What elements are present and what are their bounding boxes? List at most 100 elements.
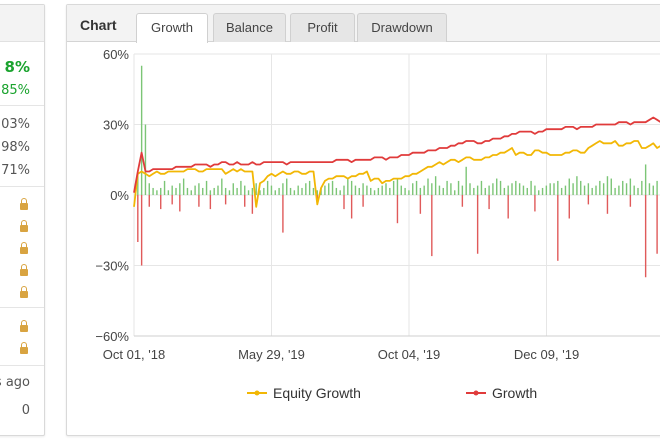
withdrawal-bar bbox=[629, 195, 632, 207]
deposit-bar bbox=[450, 183, 452, 195]
withdrawal-bar bbox=[656, 195, 658, 254]
deposit-bar bbox=[312, 187, 315, 195]
withdrawal-bar bbox=[568, 195, 570, 219]
withdrawal-bar bbox=[282, 195, 284, 233]
deposit-bar bbox=[545, 185, 548, 195]
deposit-bar bbox=[499, 180, 502, 195]
deposit-bar bbox=[461, 185, 464, 195]
deposit-bar bbox=[454, 190, 456, 195]
withdrawal-bar bbox=[244, 195, 246, 207]
lock-icon[interactable] bbox=[20, 320, 28, 332]
deposit-bar bbox=[202, 187, 204, 195]
chart-panel: Chart Growth Balance Profit Drawdown bbox=[66, 4, 660, 436]
deposit-bar bbox=[140, 65, 143, 195]
withdrawal-bar bbox=[343, 195, 345, 210]
gain-value: 8% bbox=[4, 58, 30, 76]
deposit-bar bbox=[316, 190, 318, 195]
count-value: 0 bbox=[21, 403, 30, 418]
deposit-bar bbox=[194, 185, 196, 195]
deposit-bar bbox=[247, 190, 250, 195]
tab-growth[interactable]: Growth bbox=[136, 13, 208, 43]
divider bbox=[0, 186, 44, 187]
tab-balance[interactable]: Balance bbox=[213, 13, 286, 42]
deposit-bar bbox=[148, 183, 150, 195]
deposit-bar bbox=[560, 187, 563, 195]
withdrawal-bar bbox=[171, 195, 173, 205]
tab-drawdown[interactable]: Drawdown bbox=[357, 13, 447, 42]
deposit-bar bbox=[518, 183, 521, 195]
deposit-bar bbox=[305, 183, 307, 195]
divider bbox=[0, 105, 44, 106]
lock-icon[interactable] bbox=[20, 220, 28, 232]
deposit-bar bbox=[553, 183, 555, 195]
equity-growth-line bbox=[133, 140, 660, 208]
withdrawal-bar bbox=[224, 195, 227, 205]
deposit-bar bbox=[255, 183, 257, 195]
y-tick-label: 0% bbox=[110, 188, 129, 203]
growth-chart: 60% 30% 0% −30% −60% Oct 01, '18 May 29, '19 Oc… bbox=[95, 47, 660, 401]
withdrawal-bar bbox=[362, 195, 364, 207]
lock-icon[interactable] bbox=[20, 242, 28, 254]
deposit-bar bbox=[583, 185, 586, 195]
deposit-bar bbox=[190, 190, 192, 195]
deposit-bar bbox=[507, 185, 509, 195]
deposit-bar bbox=[434, 176, 437, 195]
deposit-bar bbox=[492, 183, 494, 195]
legend-marker bbox=[254, 390, 260, 396]
deposit-bar bbox=[427, 178, 429, 195]
lock-icon[interactable] bbox=[20, 286, 28, 298]
withdrawal-bar bbox=[606, 195, 609, 214]
deposit-bar bbox=[614, 187, 616, 195]
withdrawal-bar bbox=[251, 195, 254, 214]
deposit-bar bbox=[503, 187, 506, 195]
stat-row-2: 98% bbox=[1, 140, 30, 155]
deposit-bar bbox=[278, 187, 280, 195]
chart-panel-title: Chart bbox=[80, 17, 117, 33]
deposit-bar bbox=[274, 190, 276, 195]
deposit-bar bbox=[515, 180, 517, 195]
deposit-bar bbox=[266, 180, 269, 195]
deposit-bar bbox=[358, 187, 360, 195]
deposit-bar bbox=[209, 190, 212, 195]
deposit-bar bbox=[431, 183, 433, 195]
deposit-bar bbox=[160, 187, 162, 195]
deposit-bar bbox=[526, 187, 528, 195]
withdrawal-bar bbox=[431, 195, 433, 257]
deposit-bar bbox=[213, 187, 215, 195]
withdrawal-bar bbox=[587, 195, 590, 205]
lock-icon[interactable] bbox=[20, 264, 28, 276]
deposit-bar bbox=[618, 185, 620, 195]
abs-gain-value: 85% bbox=[1, 83, 30, 98]
deposit-bar bbox=[652, 185, 654, 195]
deposit-bar bbox=[137, 171, 139, 195]
deposit-bar bbox=[392, 180, 395, 195]
withdrawal-bar bbox=[644, 195, 647, 278]
lock-icon[interactable] bbox=[20, 342, 28, 354]
deposit-bar bbox=[541, 187, 544, 195]
deposit-bar bbox=[362, 183, 364, 195]
withdrawal-bar bbox=[488, 195, 490, 210]
y-tick-label: −30% bbox=[95, 259, 129, 274]
deposit-bar bbox=[224, 187, 227, 195]
deposit-bar bbox=[301, 187, 303, 195]
stat-row-3: 71% bbox=[1, 163, 30, 178]
deposit-bar bbox=[163, 180, 166, 195]
legend-label: Growth bbox=[492, 385, 537, 401]
deposit-bar bbox=[568, 178, 570, 195]
deposit-bar bbox=[522, 185, 525, 195]
tab-profit[interactable]: Profit bbox=[290, 13, 355, 42]
deposit-bar bbox=[217, 185, 219, 195]
withdrawal-bar bbox=[507, 195, 509, 219]
deposit-bar bbox=[580, 180, 582, 195]
withdrawal-bar bbox=[137, 195, 139, 242]
divider bbox=[0, 365, 44, 366]
deposit-bar bbox=[324, 185, 326, 195]
deposit-bar bbox=[263, 187, 265, 195]
withdrawal-bar bbox=[179, 195, 181, 212]
deposit-bar bbox=[244, 185, 246, 195]
deposit-bar bbox=[473, 187, 475, 195]
deposit-bar bbox=[644, 164, 647, 195]
lock-icon[interactable] bbox=[20, 198, 28, 210]
withdrawal-bar bbox=[419, 195, 422, 214]
deposit-bar bbox=[511, 183, 513, 195]
